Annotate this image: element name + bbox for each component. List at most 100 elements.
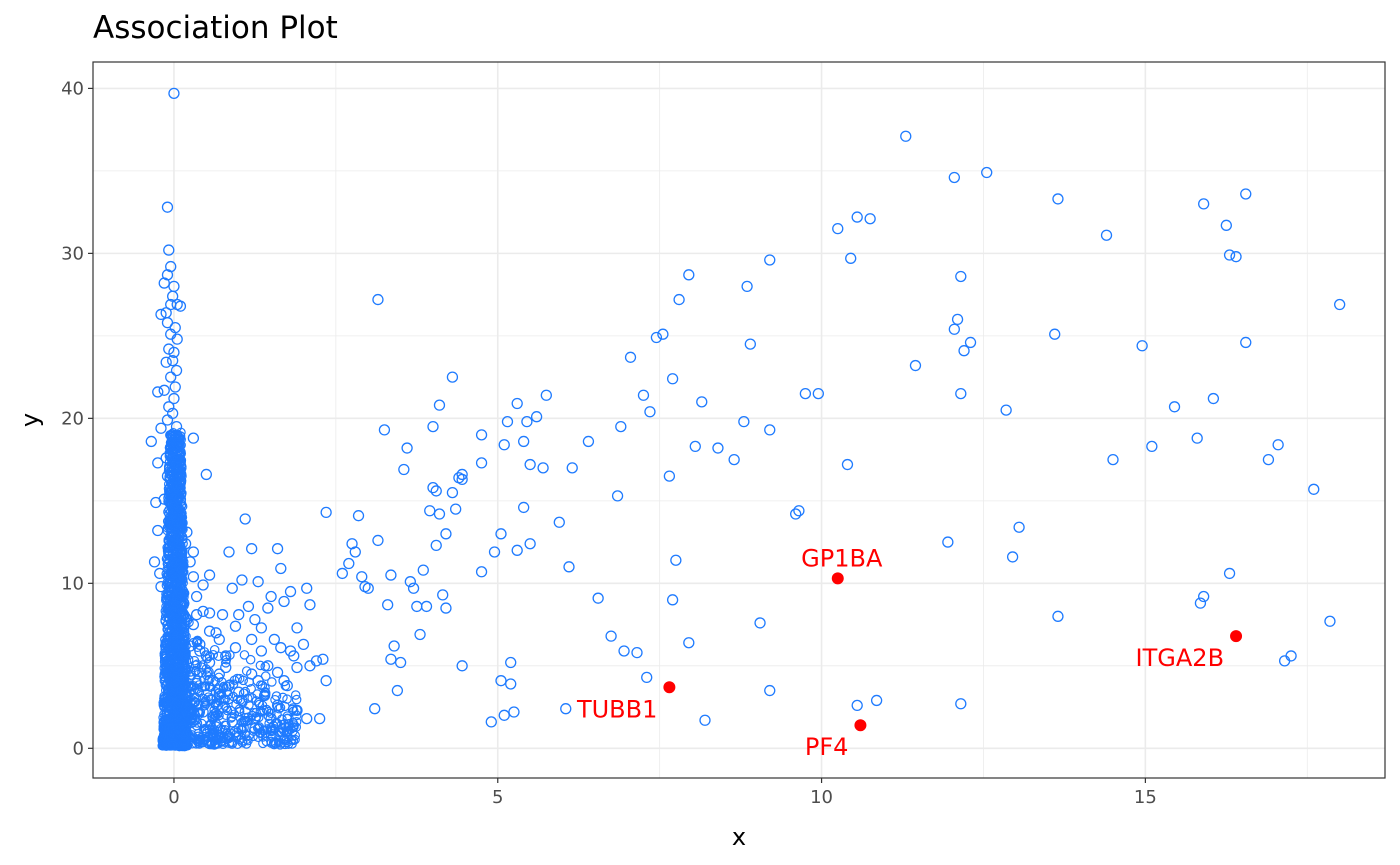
data-point (176, 564, 187, 575)
data-point (799, 387, 812, 400)
data-point (446, 486, 459, 499)
data-point (175, 724, 186, 735)
data-point (165, 444, 175, 454)
data-point (164, 731, 175, 741)
data-point (281, 728, 292, 738)
data-point (650, 331, 663, 344)
data-point (177, 574, 188, 585)
data-point (488, 546, 501, 558)
data-point (524, 458, 536, 471)
data-point (168, 87, 180, 99)
data-point (171, 663, 181, 674)
data-point (1334, 298, 1346, 311)
data-point (611, 490, 624, 502)
data-point (385, 569, 397, 581)
data-point (178, 649, 189, 660)
data-point (191, 734, 202, 745)
data-point (234, 707, 245, 717)
data-point (202, 653, 212, 664)
data-point (291, 622, 303, 634)
data-point (174, 494, 184, 504)
x-tick-label: 15 (1134, 787, 1157, 808)
data-point (179, 684, 189, 694)
highlighted-point-gp1ba (831, 572, 844, 585)
data-point (171, 645, 181, 655)
data-point (663, 470, 676, 482)
data-point (169, 697, 179, 708)
data-point (241, 739, 252, 749)
data-point (221, 703, 232, 713)
data-point (163, 244, 175, 256)
data-point (164, 536, 174, 547)
data-point (352, 510, 365, 522)
data-point (170, 676, 181, 686)
data-point (582, 435, 595, 448)
data-point (1223, 249, 1236, 261)
highlight-label-pf4: PF4 (805, 733, 849, 761)
data-point (172, 580, 183, 590)
data-point (712, 442, 724, 454)
dense-cluster (157, 427, 302, 752)
data-point (169, 535, 179, 546)
data-point (246, 543, 258, 555)
data-point (233, 723, 244, 734)
x-axis-ticks: 0 5 10 15 (168, 778, 1157, 808)
data-point (537, 462, 549, 474)
data-point (297, 638, 310, 651)
data-point (430, 485, 442, 497)
data-point (450, 503, 462, 515)
data-point (152, 524, 164, 537)
data-point (190, 609, 203, 621)
data-point (666, 594, 679, 606)
data-point (242, 600, 255, 613)
data-point (1207, 392, 1220, 405)
data-point (165, 573, 175, 584)
data-point (495, 528, 507, 540)
data-point (744, 338, 756, 350)
data-point (1146, 440, 1158, 453)
data-point (764, 254, 776, 266)
data-point (508, 706, 520, 718)
data-point (233, 609, 245, 621)
data-point (456, 473, 468, 486)
data-point (246, 633, 258, 646)
data-point (1136, 340, 1148, 352)
data-point (498, 439, 510, 451)
data-point (190, 590, 203, 603)
data-point (181, 631, 191, 642)
data-point (369, 703, 381, 715)
data-point (851, 211, 863, 223)
data-point (209, 644, 220, 655)
data-point (266, 730, 276, 741)
data-point (278, 595, 290, 608)
data-point (1240, 336, 1252, 349)
data-point (170, 364, 183, 377)
data-point (245, 654, 256, 665)
data-point (201, 695, 211, 705)
data-point (304, 599, 316, 611)
data-point (699, 714, 711, 726)
data-point (170, 609, 181, 619)
data-point (229, 642, 242, 654)
data-point (172, 702, 183, 712)
data-point (165, 371, 177, 383)
data-point (845, 252, 857, 264)
data-point (171, 649, 181, 659)
data-point (194, 687, 205, 698)
data-point (440, 602, 452, 614)
data-point (170, 511, 180, 522)
data-point (240, 686, 251, 697)
x-tick-label: 10 (810, 787, 833, 808)
data-point (260, 661, 271, 672)
data-point (239, 513, 251, 525)
data-point (167, 481, 178, 491)
data-point (1052, 610, 1064, 622)
data-point (427, 420, 439, 433)
data-point (216, 609, 229, 621)
data-point (244, 677, 254, 687)
data-point (254, 722, 265, 732)
data-point (177, 471, 187, 482)
data-point (169, 630, 179, 640)
data-point (417, 564, 429, 576)
data-point (169, 622, 179, 633)
